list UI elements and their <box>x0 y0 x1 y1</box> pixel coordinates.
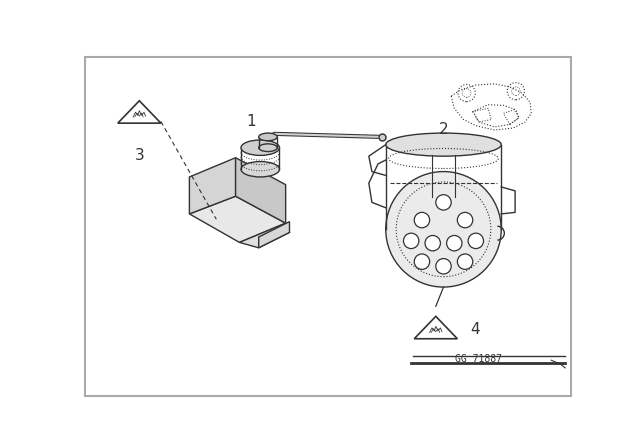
Circle shape <box>458 212 473 228</box>
Ellipse shape <box>241 162 280 177</box>
Ellipse shape <box>259 133 277 141</box>
Polygon shape <box>189 196 285 242</box>
Ellipse shape <box>386 133 501 156</box>
Ellipse shape <box>241 140 280 155</box>
Circle shape <box>436 195 451 210</box>
Circle shape <box>414 212 429 228</box>
Circle shape <box>458 254 473 269</box>
Circle shape <box>414 254 429 269</box>
Polygon shape <box>189 158 236 214</box>
Polygon shape <box>236 158 285 223</box>
Circle shape <box>447 236 462 251</box>
Polygon shape <box>259 222 289 248</box>
Circle shape <box>386 172 501 287</box>
FancyBboxPatch shape <box>84 57 572 396</box>
Text: 4: 4 <box>470 322 480 337</box>
Text: 2: 2 <box>438 121 448 137</box>
Text: GG 71887: GG 71887 <box>454 354 502 365</box>
Polygon shape <box>118 101 161 123</box>
Circle shape <box>403 233 419 249</box>
Circle shape <box>436 258 451 274</box>
Text: 3: 3 <box>134 148 144 164</box>
Circle shape <box>468 233 484 249</box>
Polygon shape <box>239 223 289 248</box>
Ellipse shape <box>259 144 277 151</box>
Polygon shape <box>414 316 458 339</box>
Circle shape <box>425 236 440 251</box>
Text: 1: 1 <box>246 114 256 129</box>
